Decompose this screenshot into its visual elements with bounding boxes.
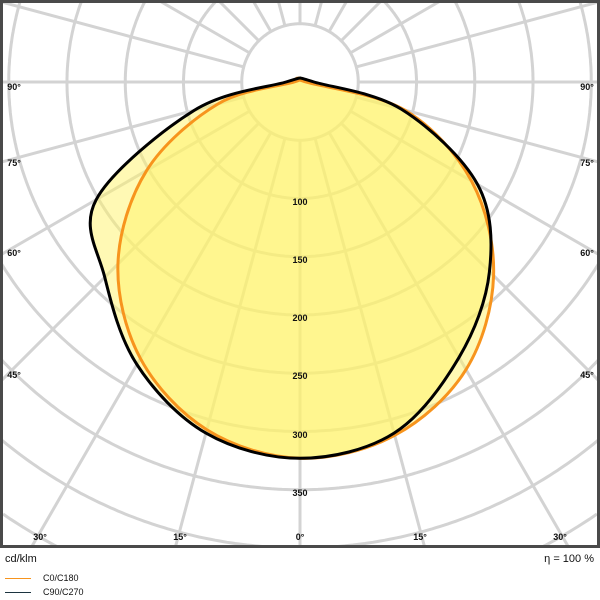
grid-ray — [216, 0, 260, 42]
grid-ring — [0, 437, 600, 548]
angle-label-bottom-30-right: 30° — [553, 532, 567, 542]
grid-ray — [157, 0, 251, 55]
grid-ring — [0, 359, 600, 492]
efficiency-label: η = 100 % — [544, 553, 594, 565]
angle-label-right-60: 60° — [580, 248, 594, 258]
grid-ray — [340, 0, 384, 42]
legend-label: C90/C270 — [43, 587, 84, 597]
grid-ray — [313, 0, 324, 27]
radial-tick-label: 300 — [292, 429, 308, 440]
grid-ray — [276, 0, 287, 27]
angle-label-bottom-30-left: 30° — [33, 532, 47, 542]
angle-label-right-45: 45° — [580, 370, 594, 380]
angle-label-right-90: 90° — [580, 82, 594, 92]
legend-item-c90-c270: C90/C270 — [5, 587, 84, 597]
grid-ray — [349, 0, 443, 55]
curves — [88, 76, 496, 460]
radial-tick-label: 100 — [292, 196, 308, 207]
angle-label-bottom-15-right: 15° — [413, 532, 427, 542]
angle-label-right-75: 75° — [580, 158, 594, 168]
curve-c90-c270 — [88, 76, 493, 460]
legend-swatch-orange — [5, 577, 31, 579]
radial-tick-label: 200 — [292, 313, 308, 323]
radial-tick-label: 350 — [292, 487, 308, 498]
angle-label-bottom-0: 0° — [295, 532, 305, 542]
angle-label-bottom-15-left: 15° — [173, 532, 187, 542]
polar-diagram — [0, 0, 600, 548]
angle-label-left-45: 45° — [7, 370, 21, 380]
grid-ray — [327, 0, 349, 33]
grid-ray — [251, 0, 273, 33]
angle-label-left-75: 75° — [7, 158, 21, 168]
grid-ray — [355, 0, 600, 69]
unit-label: cd/klm — [5, 553, 37, 565]
radial-tick-label: 250 — [292, 371, 308, 382]
legend-swatch-dark — [5, 591, 31, 593]
radial-tick-label: 150 — [292, 254, 308, 265]
legend-label: C0/C180 — [43, 573, 79, 583]
grid-ray — [0, 0, 245, 69]
curve-fill — [90, 78, 492, 459]
angle-label-left-60: 60° — [7, 248, 21, 258]
legend-item-c0-c180: C0/C180 — [5, 573, 79, 583]
angle-label-left-90: 90° — [7, 82, 21, 92]
grid-ring — [2, 512, 598, 548]
